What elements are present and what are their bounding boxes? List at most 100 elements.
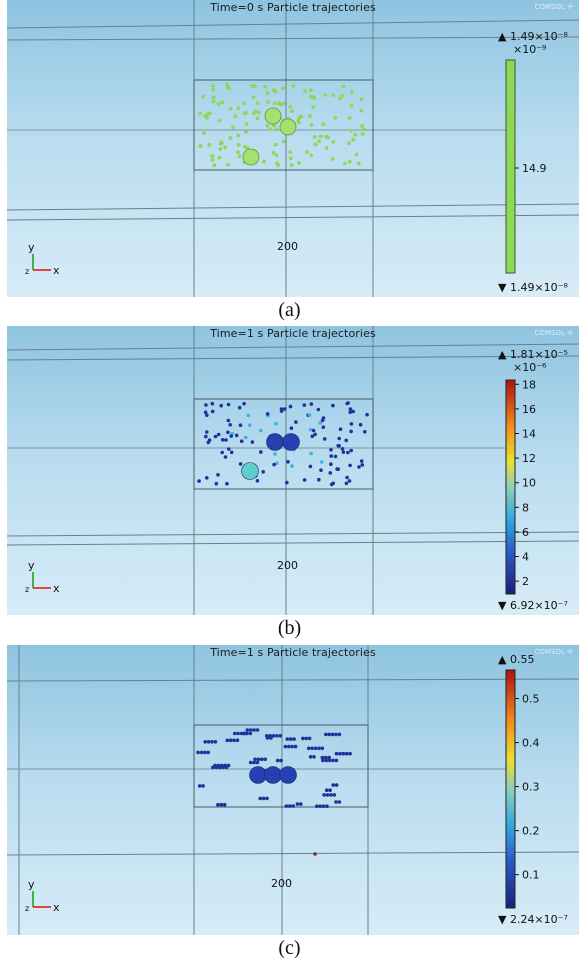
particle [341, 751, 346, 756]
particle [239, 439, 244, 443]
particle [275, 758, 280, 763]
particle [317, 477, 321, 482]
particle [324, 732, 328, 737]
particle [216, 763, 221, 768]
large-particles [242, 107, 297, 166]
particle [253, 109, 258, 114]
particle [252, 728, 256, 732]
particle [293, 744, 298, 749]
particle [245, 731, 249, 736]
particle [348, 410, 353, 414]
particle [329, 448, 333, 452]
particle [331, 783, 336, 787]
particle [219, 802, 224, 807]
particle [302, 403, 307, 407]
colorbar-min-label: ▼ 6.92×10⁻⁷ [498, 599, 568, 612]
axis-z-label: z [25, 904, 29, 913]
particle [238, 423, 243, 427]
particle [291, 84, 296, 88]
particle [333, 115, 338, 120]
particle [282, 407, 287, 411]
particle [347, 479, 352, 483]
caption-a: (a) [278, 299, 301, 321]
axis-indicator: y x z [25, 241, 60, 277]
particle [312, 135, 317, 139]
particle [331, 758, 335, 763]
particle [236, 133, 241, 138]
particle [335, 467, 339, 471]
particle [347, 159, 352, 164]
particle [321, 758, 325, 763]
particle-box [193, 398, 374, 490]
particle [233, 114, 238, 119]
particle [304, 736, 309, 741]
particle [213, 740, 218, 744]
particle [325, 793, 330, 797]
particle [217, 118, 222, 123]
particle [274, 153, 279, 158]
particle [338, 427, 343, 431]
particle [227, 447, 231, 451]
stray-particle [313, 852, 317, 856]
particle [341, 84, 346, 89]
particle-box [193, 724, 369, 808]
particle [220, 100, 225, 105]
particle [210, 158, 215, 162]
particle [207, 142, 212, 147]
large-particle [266, 433, 284, 451]
axis-center-label: 200 [271, 877, 292, 890]
particle [287, 744, 291, 749]
particle [211, 87, 216, 92]
particle [263, 757, 268, 762]
colorbar-ticks: 14.9 [515, 162, 547, 175]
particle [362, 127, 367, 132]
axis-x-label: x [53, 901, 60, 914]
particle [299, 114, 303, 119]
particle [291, 804, 296, 808]
particle [250, 440, 255, 444]
particle [334, 758, 339, 763]
particle [275, 734, 279, 738]
particle [275, 461, 279, 465]
particle [288, 404, 293, 409]
colorbar-tick-label: 10 [522, 477, 536, 490]
particle [273, 452, 277, 456]
particle [331, 93, 336, 98]
particle [321, 122, 326, 127]
particle [251, 95, 256, 99]
colorbar-tick-label: 0.1 [522, 869, 540, 882]
particle [217, 155, 222, 160]
particle [308, 755, 313, 759]
particle [244, 111, 248, 115]
colorbar-tick-label: 0.3 [522, 781, 540, 794]
particle [283, 744, 288, 749]
particle [286, 460, 290, 464]
particle [203, 410, 208, 415]
large-particle [249, 766, 267, 784]
particle [348, 751, 352, 756]
particle [203, 750, 207, 755]
large-particle [241, 462, 259, 480]
particle [324, 788, 329, 792]
particle [345, 475, 349, 480]
particle [303, 89, 307, 93]
particle [248, 760, 253, 765]
particle [359, 108, 364, 113]
particle [322, 793, 326, 797]
colorbar-tick-label: 2 [522, 575, 529, 588]
particle [273, 142, 278, 147]
particle [329, 793, 333, 797]
particle [313, 432, 317, 437]
particle [337, 732, 342, 737]
particle [310, 434, 315, 439]
panel-title: Time=1 s Particle trajectories [210, 646, 376, 659]
colorbar-tick: 14.9 [522, 162, 547, 175]
particle [347, 141, 351, 146]
particle [201, 94, 206, 99]
particle [216, 102, 221, 106]
particle [261, 796, 266, 801]
particle [313, 746, 318, 751]
particle [344, 751, 349, 756]
particle [309, 94, 313, 99]
particle [231, 125, 235, 130]
